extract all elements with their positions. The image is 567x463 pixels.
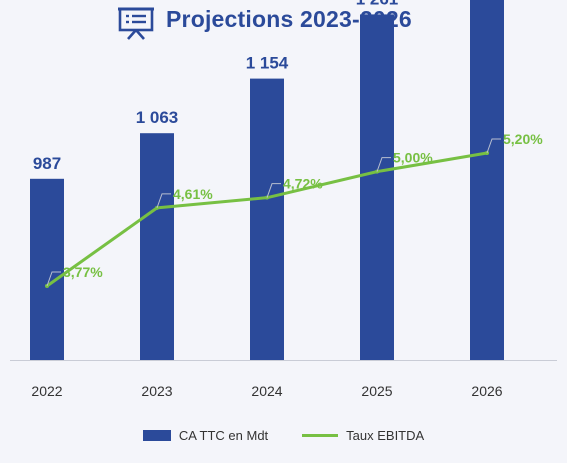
line-leader-2026 (486, 138, 501, 154)
line-leader-2022 (46, 271, 61, 287)
bar-label-2025: 1 261 (356, 0, 399, 8)
line-label-2023: 4,61% (173, 186, 213, 202)
line-leader-2023 (156, 193, 171, 209)
bar-label-2022: 987 (33, 154, 61, 173)
line-label-2025: 5,00% (393, 150, 433, 166)
x-tick-2025: 2025 (361, 383, 392, 399)
x-tick-2026: 2026 (471, 383, 502, 399)
bar-2023 (140, 133, 174, 360)
legend-label-bars: CA TTC en Mdt (178, 428, 269, 443)
x-tick-2024: 2024 (251, 383, 282, 399)
bar-label-2024: 1 154 (246, 54, 289, 73)
bar-2022 (30, 178, 64, 360)
line-leader-2024 (266, 183, 281, 198)
line-label-2022: 3,77% (63, 264, 103, 280)
legend-item-bars: CA TTC en Mdt (142, 428, 269, 443)
x-tick-2022: 2022 (31, 383, 62, 399)
bar-2025 (360, 14, 394, 361)
x-tick-2023: 2023 (141, 383, 172, 399)
bar-label-2023: 1 063 (136, 108, 179, 127)
line-label-2024: 4,72% (283, 176, 323, 192)
bar-2024 (250, 78, 284, 360)
line-label-2026: 5,20% (503, 131, 543, 147)
presentation-board-icon (118, 7, 154, 40)
chart-legend: CA TTC en Mdt Taux EBITDA (0, 428, 567, 443)
line-leader-2025 (376, 157, 391, 172)
bar-2026 (470, 0, 504, 361)
legend-item-line: Taux EBITDA (302, 428, 424, 443)
legend-label-line: Taux EBITDA (346, 428, 425, 443)
legend-swatch-bars (142, 430, 171, 441)
legend-swatch-line (302, 434, 339, 437)
